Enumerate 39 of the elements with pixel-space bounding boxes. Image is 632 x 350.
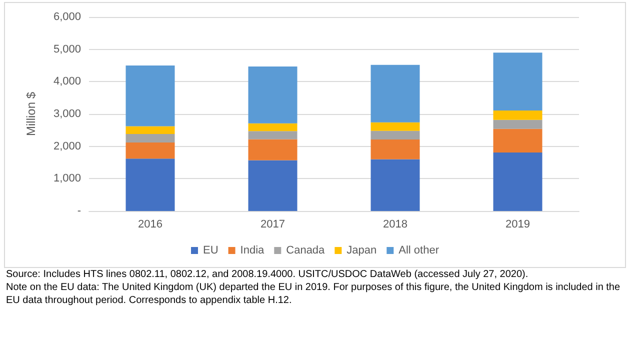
y-tick-label: 1,000 [53,172,81,185]
x-tick-label: 2018 [383,218,408,230]
bar [126,134,175,142]
bar [248,139,298,160]
bar [493,152,542,211]
bar [126,126,175,134]
y-tick-label: 4,000 [53,76,81,88]
source-note: Source: Includes HTS lines 0802.11, 0802.12, and 2008.19.4000. USITC/USDOC DataWeb (accessed July 27, 2020). [6,268,530,281]
bar [126,66,175,126]
legend-label: EU [203,244,218,256]
bar [493,128,542,152]
bar [370,64,420,122]
legend-label: India [240,244,266,256]
bar [370,159,420,211]
legend-label: Japan [346,244,377,256]
bar [248,123,298,132]
bar [126,158,175,211]
bar [248,131,298,140]
x-tick-label: 2016 [138,218,162,230]
x-tick-label: 2019 [506,218,530,230]
bar [370,140,420,160]
bar [493,110,542,120]
y-tick-label: 3,000 [53,108,81,120]
legend-label: All other [398,244,440,256]
bar [248,160,298,211]
text: Note on the EU data: The United Kingdom (UK) departed the EU in 2019. For purposes of this figure, the United Kingdom is included in the EU data throughout period. Corresponds to appendix table H.12. [6,281,622,307]
bar [370,122,420,131]
bar [126,142,175,159]
y-tick-label: 6,000 [53,11,81,23]
y-tick-label: 5,000 [53,43,81,56]
legend-label: Canada [286,244,326,256]
y-tick-label: - [77,205,82,217]
x-tick-label: 2017 [260,218,285,230]
y-tick-label: 2,000 [53,140,81,152]
bar [493,120,542,129]
bar [248,66,298,124]
y-axis-title: Million $ [24,92,38,136]
bar [493,52,542,110]
bar [370,130,420,140]
